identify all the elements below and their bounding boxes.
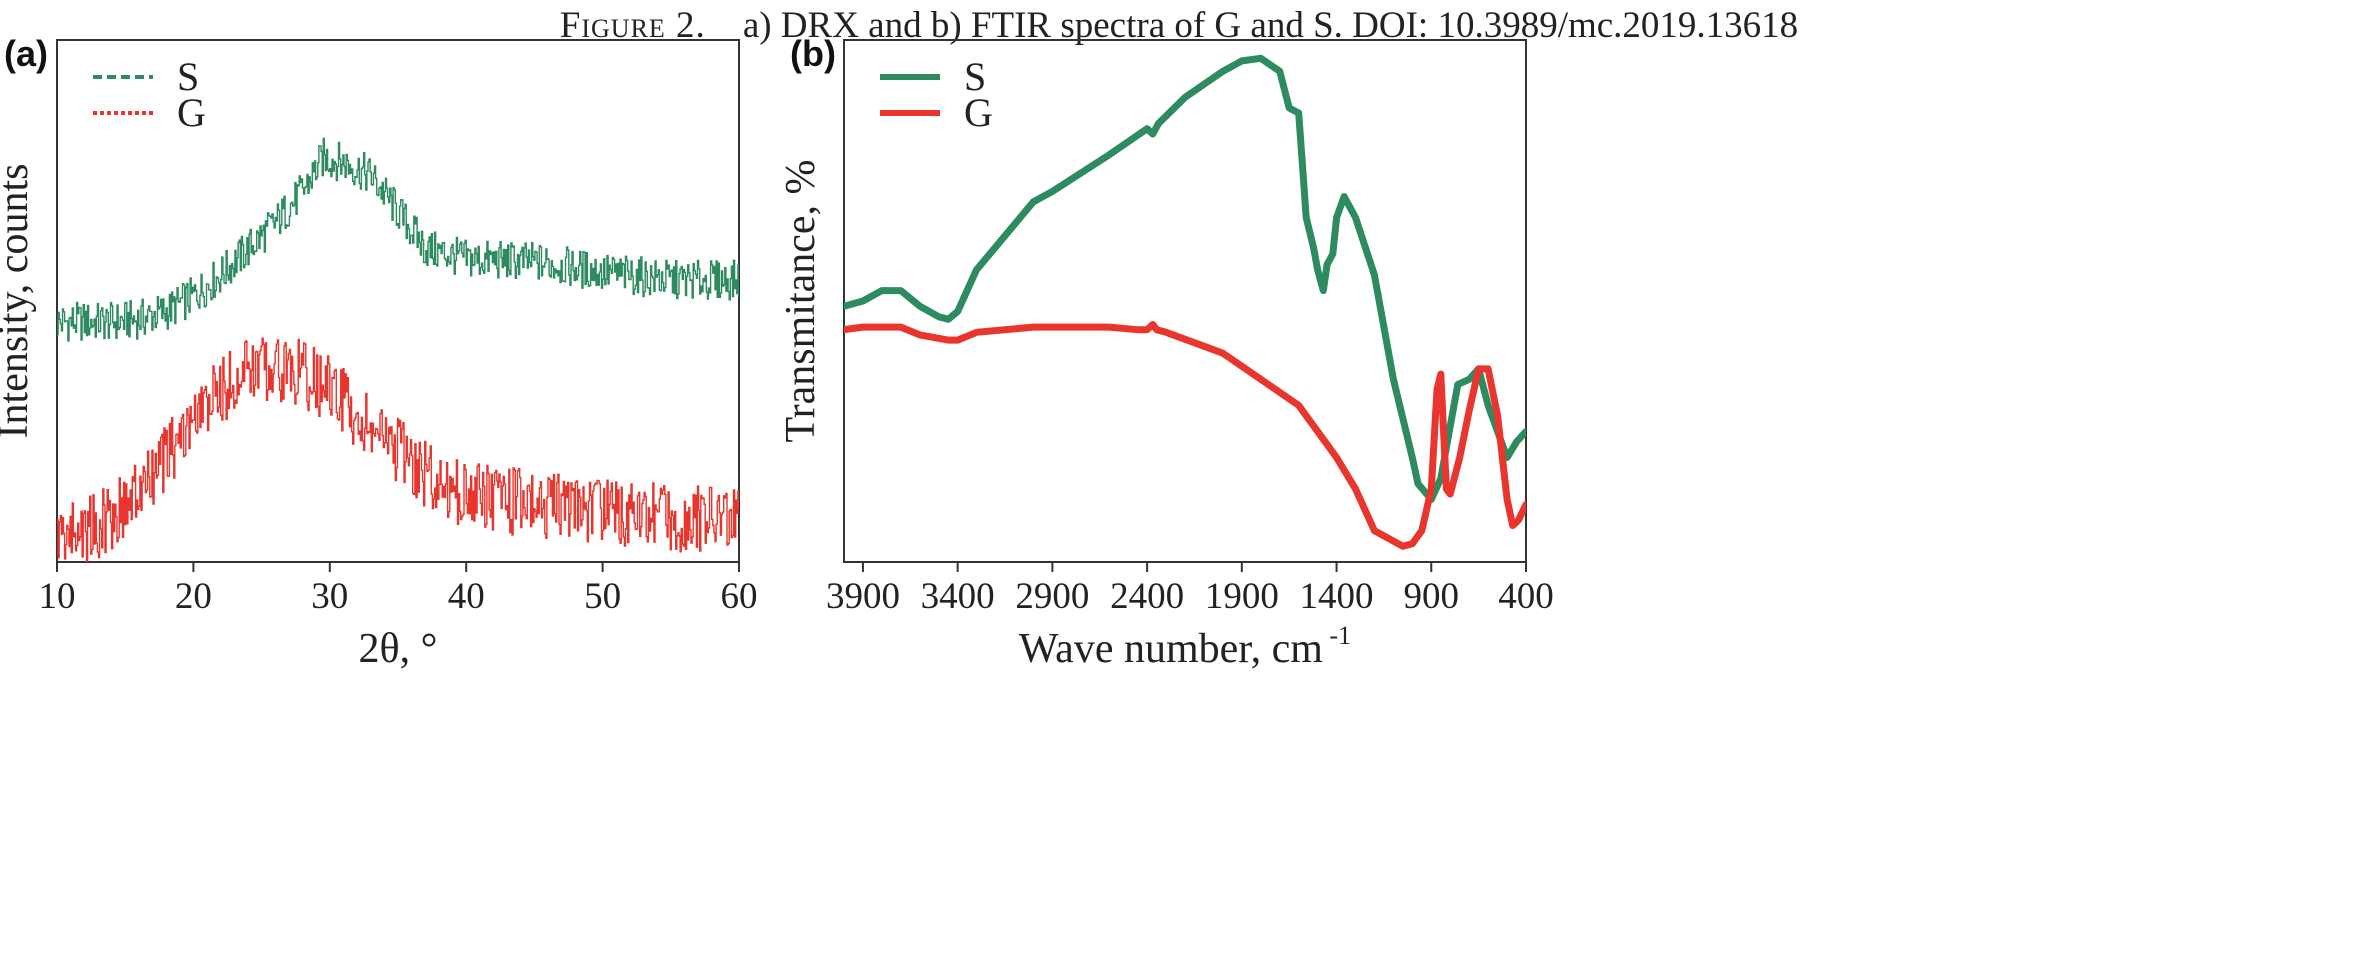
panel-a-xrd-chart: 10 20 30 40 50 60 2θ, ° Intensity, counts (a) SG bbox=[0, 33, 758, 672]
legend-label-a-G: G bbox=[177, 90, 206, 135]
x-tick-label: 3900 bbox=[826, 576, 900, 617]
x-tick-label: 30 bbox=[311, 576, 348, 617]
series-line-b-G bbox=[844, 321, 1526, 550]
x-tick-label: 400 bbox=[1498, 576, 1554, 617]
x-axis-title-superscript: -1 bbox=[1323, 621, 1351, 650]
x-axis-title-b: Wave number, cm -1 bbox=[1019, 621, 1351, 672]
x-tick-label: 900 bbox=[1404, 576, 1460, 617]
series-line-a-S bbox=[57, 137, 739, 342]
x-tick-label: 2400 bbox=[1110, 576, 1184, 617]
x-tick-label: 60 bbox=[721, 576, 758, 617]
legend-label-b-S: S bbox=[964, 54, 986, 99]
x-tick-label: 2900 bbox=[1015, 576, 1089, 617]
x-tick-label: 1400 bbox=[1300, 576, 1374, 617]
y-axis-title-b: Transmitance, % bbox=[778, 159, 824, 442]
plot-frame-a bbox=[56, 39, 740, 563]
x-tick-label: 3400 bbox=[921, 576, 995, 617]
x-tick-label: 20 bbox=[175, 576, 212, 617]
legend-label-b-G: G bbox=[964, 90, 993, 135]
plot-frame-b bbox=[843, 39, 1527, 563]
x-tick-label: 1900 bbox=[1205, 576, 1279, 617]
panel-b-ftir-chart: 3900 3400 2900 2400 1900 1400 900 400 Wave numbe… bbox=[778, 33, 1554, 672]
series-line-a-G bbox=[57, 337, 739, 562]
y-axis-title-a: Intensity, counts bbox=[0, 164, 37, 439]
legend-label-a-S: S bbox=[177, 54, 199, 99]
panel-label-a: (a) bbox=[4, 33, 48, 74]
x-tick-label: 10 bbox=[39, 576, 76, 617]
x-tick-label: 40 bbox=[448, 576, 485, 617]
x-tick-label: 50 bbox=[584, 576, 621, 617]
panel-label-b: (b) bbox=[790, 33, 836, 74]
x-axis-title-a: 2θ, ° bbox=[359, 626, 438, 672]
series-line-b-S bbox=[844, 54, 1526, 503]
